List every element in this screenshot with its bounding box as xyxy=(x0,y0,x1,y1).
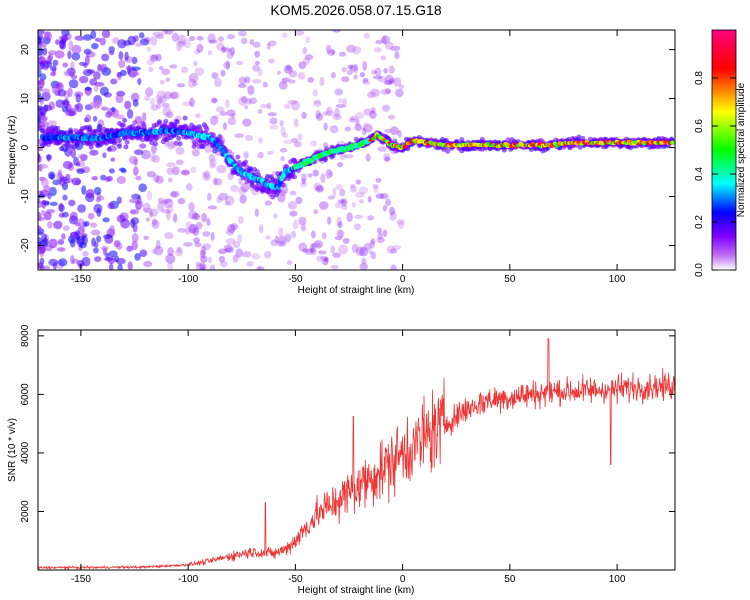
spectrogram-x-label: Height of straight line (km) xyxy=(298,285,415,296)
x-tick-label: 50 xyxy=(504,574,516,585)
spectrogram-frame xyxy=(37,29,676,271)
x-tick-label: -100 xyxy=(178,274,198,285)
y-tick-label: -20 xyxy=(20,238,31,253)
y-tick-label: -10 xyxy=(20,189,31,204)
snr-panel: -150 -100 -50 0 50 100 2000 4000 6000 8000 Heigh… xyxy=(7,324,676,596)
x-tick-label: -50 xyxy=(288,574,303,585)
x-tick-label: 100 xyxy=(609,274,626,285)
spectrogram-x-ticks: -150 -100 -50 0 50 100 xyxy=(71,30,626,285)
x-tick-label: 50 xyxy=(504,274,516,285)
colorbar-tick-label: 0.2 xyxy=(694,215,705,229)
snr-x-ticks: -150 -100 -50 0 50 100 xyxy=(71,330,626,585)
spectrogram-y-ticks: -20 -10 0 10 20 xyxy=(20,44,675,253)
x-tick-label: -50 xyxy=(288,274,303,285)
x-tick-label: -150 xyxy=(71,574,91,585)
colorbar-tick-label: 0.4 xyxy=(694,167,705,181)
snr-frame xyxy=(37,329,676,571)
colorbar-ticks: 0.0 0.2 0.4 0.6 0.8 xyxy=(694,71,736,277)
y-tick-label: 20 xyxy=(20,44,31,56)
snr-series-line xyxy=(38,338,675,570)
x-tick-label: -150 xyxy=(71,274,91,285)
chart-title: KOM5.2026.058.07.15.G18 xyxy=(270,2,441,18)
y-tick-label: 6000 xyxy=(20,383,31,406)
colorbar-tick-label: 0.0 xyxy=(694,263,705,277)
y-tick-label: 2000 xyxy=(20,500,31,523)
snr-y-ticks: 2000 4000 6000 8000 xyxy=(20,324,675,523)
y-tick-label: 0 xyxy=(20,144,31,150)
spectrogram-heatmap xyxy=(38,30,675,270)
y-tick-label: 8000 xyxy=(20,324,31,347)
colorbar-label: Normalized spectral amplitude xyxy=(736,82,747,217)
y-tick-label: 4000 xyxy=(20,441,31,464)
colorbar: 0.0 0.2 0.4 0.6 0.8 Normalized spectral ampl… xyxy=(694,29,747,277)
x-tick-label: -100 xyxy=(178,574,198,585)
colorbar-gradient xyxy=(711,29,737,271)
snr-y-label: SNR (10 * v/v) xyxy=(7,418,18,482)
x-tick-label: 100 xyxy=(609,574,626,585)
colorbar-tick-label: 0.8 xyxy=(694,71,705,85)
snr-x-label: Height of straight line (km) xyxy=(298,585,415,596)
x-tick-label: 0 xyxy=(400,274,406,285)
y-tick-label: 10 xyxy=(20,93,31,105)
spectrogram-y-label: Frequency (Hz) xyxy=(7,116,18,185)
x-tick-label: 0 xyxy=(400,574,406,585)
colorbar-tick-label: 0.6 xyxy=(694,119,705,133)
